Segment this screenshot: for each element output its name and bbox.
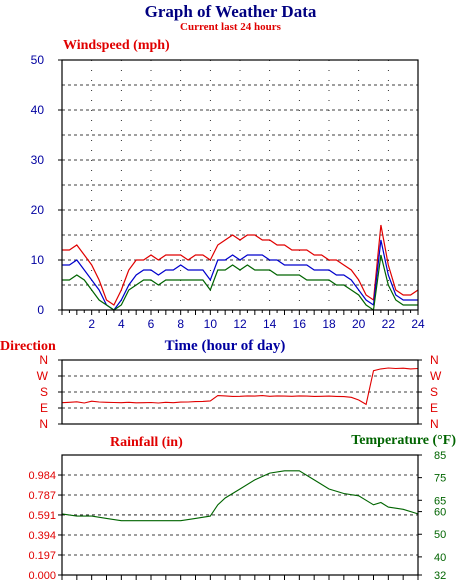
windspeed-series-line	[62, 239, 418, 311]
chart-title: Graph of Weather Data	[144, 2, 317, 21]
windspeed-axis-label: Windspeed (mph)	[63, 38, 170, 53]
windspeed-x-tick-label: 4	[118, 317, 125, 331]
rainfall-tick-label: 0.197	[28, 550, 56, 562]
direction-tick-label-right: N	[430, 353, 439, 367]
windspeed-x-tick-label: 18	[322, 317, 336, 331]
windspeed-series-line	[62, 224, 419, 306]
direction-tick-label-left: S	[40, 385, 48, 399]
direction-tick-label-left: N	[39, 353, 48, 367]
temperature-axis-label: Temperature (°F)	[351, 433, 456, 448]
rainfall-tick-label: 0.394	[28, 530, 56, 542]
rainfall-tick-label: 0.787	[28, 490, 56, 502]
windspeed-y-tick-label: 30	[31, 153, 45, 167]
windspeed-x-tick-label: 2	[88, 317, 95, 331]
direction-series	[61, 367, 419, 406]
windspeed-x-tick-label: 10	[204, 317, 218, 331]
direction-tick-label-right: E	[430, 401, 438, 415]
windspeed-x-tick-label: 8	[177, 317, 184, 331]
windspeed-x-tick-label: 12	[233, 317, 247, 331]
direction-tick-label-right: W	[430, 369, 442, 383]
windspeed-x-tick-label: 14	[263, 317, 277, 331]
windspeed-y-tick-label: 10	[31, 253, 45, 267]
direction-grid	[62, 375, 418, 409]
time-axis-label: Time (hour of day)	[165, 338, 286, 354]
windspeed-series	[62, 224, 419, 312]
direction-ticks: N NW WS SE EN N	[37, 353, 442, 431]
temperature-tick-label: 75	[434, 473, 446, 485]
rain-temp-grid	[62, 474, 418, 556]
rain-temp-panel: Rainfall (in) Temperature (°F) 0.000 0.19…	[28, 433, 456, 582]
windspeed-series-line	[62, 254, 418, 312]
direction-series-line	[61, 367, 419, 406]
windspeed-x-tick-label: 16	[293, 317, 307, 331]
direction-axis-label: Direction	[0, 339, 56, 354]
windspeed-y-tick-label: 50	[31, 53, 45, 67]
direction-tick-label-left: N	[39, 417, 48, 431]
temperature-tick-label: 65	[434, 495, 446, 507]
temperature-tick-label: 60	[434, 507, 446, 519]
rainfall-tick-label: 0.000	[28, 570, 56, 582]
direction-tick-label-right: N	[430, 417, 439, 431]
direction-tick-label-left: W	[37, 369, 49, 383]
rainfall-tick-label: 0.591	[28, 510, 56, 522]
windspeed-y-tick-label: 20	[31, 203, 45, 217]
chart-subtitle: Current last 24 hours	[180, 21, 281, 33]
direction-tick-label-right: S	[430, 385, 438, 399]
rainfall-axis-label: Rainfall (in)	[110, 435, 183, 450]
temperature-series-line	[61, 470, 419, 522]
temperature-tick-label: 40	[434, 552, 446, 564]
windspeed-x-tick-label: 20	[352, 317, 366, 331]
temperature-tick-label: 32	[434, 570, 446, 582]
temperature-series	[61, 470, 419, 522]
direction-panel: Direction N NW WS SE EN N	[0, 339, 442, 431]
rain-temp-ticks: 0.000 0.197 0.394 0.591 0.787 0.984 32 40 50 6065…	[28, 450, 446, 582]
windspeed-y-tick-label: 40	[31, 103, 45, 117]
windspeed-y-ticks: 0 10 20 30 40 50	[31, 53, 62, 317]
windspeed-x-ticks: 2 4 6 8 10 12 14 16 18 20 22 24	[61, 310, 425, 331]
windspeed-y-tick-label: 0	[37, 303, 44, 317]
windspeed-x-tick-label: 24	[411, 317, 425, 331]
temperature-tick-label: 85	[434, 450, 446, 462]
windspeed-x-tick-label: 22	[382, 317, 396, 331]
windspeed-x-tick-label: 6	[148, 317, 155, 331]
direction-tick-label-left: E	[40, 401, 48, 415]
windspeed-grid	[62, 60, 418, 310]
rainfall-tick-label: 0.984	[28, 470, 56, 482]
temperature-tick-label: 50	[434, 529, 446, 541]
